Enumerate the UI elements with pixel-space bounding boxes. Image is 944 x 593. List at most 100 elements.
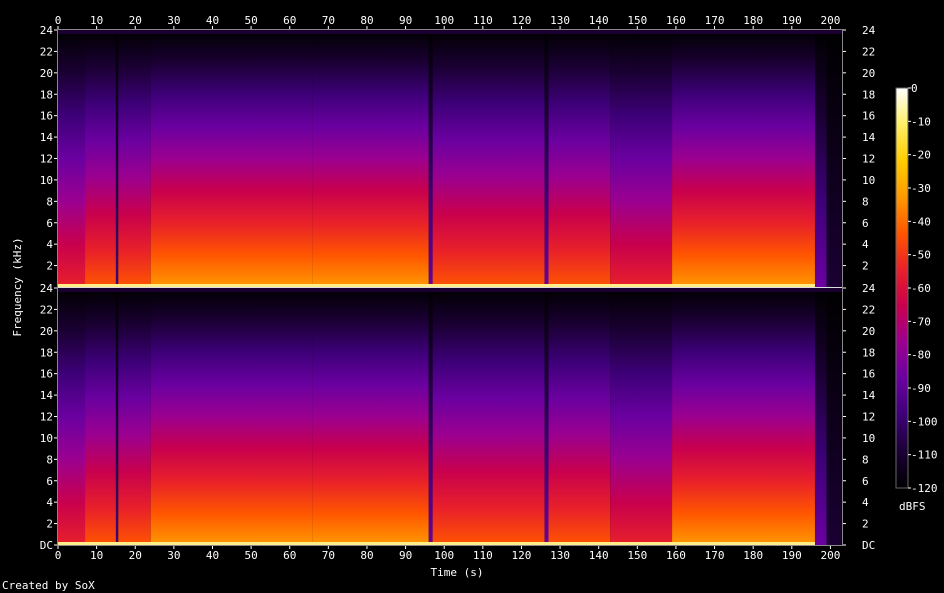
- y-tick-label-left: 22: [40, 45, 53, 58]
- spectrogram-segment: [85, 30, 116, 287]
- spectrogram-segment: [85, 288, 116, 545]
- y-tick-label-right: 6: [862, 217, 869, 230]
- spectrogram-segment: [150, 30, 313, 287]
- y-axis-label: Frequency (kHz): [11, 237, 24, 337]
- y-tick-label-left: 12: [40, 153, 53, 166]
- y-tick-label-right: 24: [862, 24, 876, 37]
- x-tick-label-bottom: 160: [666, 549, 686, 562]
- y-tick-label-left: 8: [46, 453, 53, 466]
- colorbar-tick-label: -90: [911, 382, 931, 395]
- x-tick-label-top: 80: [360, 14, 373, 27]
- y-tick-label-left: 4: [46, 496, 53, 509]
- spectrogram-segment: [544, 288, 549, 545]
- spectrogram-segment: [428, 288, 433, 545]
- spectrogram-segment: [610, 30, 673, 287]
- x-tick-label-top: 20: [129, 14, 142, 27]
- y-tick-label-left: 12: [40, 411, 53, 424]
- colorbar-label: dBFS: [899, 500, 926, 513]
- y-tick-label-right: 2: [862, 518, 869, 531]
- y-tick-label-left: 6: [46, 217, 53, 230]
- x-tick-label-top: 190: [782, 14, 802, 27]
- y-tick-label-right: 18: [862, 88, 875, 101]
- dc-band: [58, 284, 815, 287]
- spectrogram-segment: [432, 30, 545, 287]
- x-tick-label-top: 160: [666, 14, 686, 27]
- x-tick-label-top: 30: [167, 14, 180, 27]
- x-tick-label-bottom: 130: [550, 549, 570, 562]
- x-tick-label-top: 120: [512, 14, 532, 27]
- y-tick-label-left: 16: [40, 368, 53, 381]
- spectrogram-segment: [672, 30, 815, 287]
- y-tick-label-left: 14: [40, 389, 54, 402]
- y-tick-label-right: 22: [862, 45, 875, 58]
- y-tick-label-left: 24: [40, 282, 54, 295]
- x-tick-label-top: 150: [627, 14, 647, 27]
- y-tick-label-left: 4: [46, 238, 53, 251]
- y-tick-label-left: 2: [46, 260, 53, 273]
- colorbar-tick-label: -100: [911, 415, 938, 428]
- x-tick-label-top: 70: [322, 14, 335, 27]
- y-tick-label-left: 24: [40, 24, 54, 37]
- x-tick-label-bottom: 100: [434, 549, 454, 562]
- y-tick-label-left: 14: [40, 131, 54, 144]
- y-tick-label-right: 16: [862, 110, 875, 123]
- nyquist-band: [58, 30, 842, 34]
- credit-text: Created by SoX: [2, 579, 95, 592]
- x-tick-label-bottom: 0: [55, 549, 62, 562]
- y-tick-label-right: 20: [862, 67, 875, 80]
- x-tick-label-top: 140: [589, 14, 609, 27]
- spectrogram-segment: [312, 288, 429, 545]
- spectrogram-segment: [814, 30, 827, 287]
- y-tick-label-left: 10: [40, 174, 53, 187]
- spectrogram-segment: [826, 288, 842, 545]
- spectrogram-segment: [610, 288, 673, 545]
- y-tick-label-right: 10: [862, 174, 875, 187]
- x-tick-label-top: 170: [705, 14, 725, 27]
- x-axis-label: Time (s): [430, 566, 484, 579]
- y-tick-label-right: 14: [862, 389, 876, 402]
- x-tick-label-bottom: 30: [167, 549, 180, 562]
- colorbar: [895, 87, 909, 489]
- colorbar-tick-label: -120: [911, 482, 938, 495]
- y-tick-label-right: 4: [862, 238, 869, 251]
- y-tick-label-right: 24: [862, 282, 876, 295]
- x-tick-label-top: 0: [55, 14, 62, 27]
- y-tick-label-left: 18: [40, 88, 53, 101]
- x-tick-label-top: 10: [90, 14, 103, 27]
- y-tick-label-right: 14: [862, 131, 876, 144]
- y-tick-label-left: 18: [40, 346, 53, 359]
- spectrogram-segment: [548, 288, 611, 545]
- y-tick-label-left: 20: [40, 67, 53, 80]
- spectrogram-segment: [814, 288, 827, 545]
- spectrogram-segment: [115, 30, 119, 287]
- y-tick-label-right: 6: [862, 475, 869, 488]
- colorbar-tick-label: -10: [911, 115, 931, 128]
- y-tick-label-right: 12: [862, 411, 875, 424]
- colorbar-tick-label: -110: [911, 449, 938, 462]
- x-tick-label-bottom: 150: [627, 549, 647, 562]
- x-tick-label-bottom: 60: [283, 549, 296, 562]
- x-tick-label-top: 40: [206, 14, 219, 27]
- y-tick-label-right: 12: [862, 153, 875, 166]
- spectrogram-segment: [428, 30, 433, 287]
- colorbar-tick-label: -80: [911, 349, 931, 362]
- y-tick-label-right: DC: [862, 539, 875, 552]
- x-tick-label-top: 90: [399, 14, 412, 27]
- spectrogram-segment: [150, 288, 313, 545]
- spectrogram-segment: [826, 30, 842, 287]
- spectrogram-segment: [118, 288, 151, 545]
- spectrogram-segment: [58, 288, 86, 545]
- y-tick-label-left: 10: [40, 432, 53, 445]
- y-tick-label-left: 20: [40, 325, 53, 338]
- x-tick-label-bottom: 80: [360, 549, 373, 562]
- colorbar-tick-label: -20: [911, 149, 931, 162]
- x-tick-label-bottom: 190: [782, 549, 802, 562]
- spectrogram-segment: [312, 30, 429, 287]
- spectrogram-segment: [548, 30, 611, 287]
- dc-band: [58, 542, 815, 545]
- colorbar-tick-label: -70: [911, 315, 931, 328]
- spectrogram-segment: [115, 288, 119, 545]
- x-tick-label-bottom: 70: [322, 549, 335, 562]
- x-tick-label-top: 180: [743, 14, 763, 27]
- y-tick-label-right: 8: [862, 453, 869, 466]
